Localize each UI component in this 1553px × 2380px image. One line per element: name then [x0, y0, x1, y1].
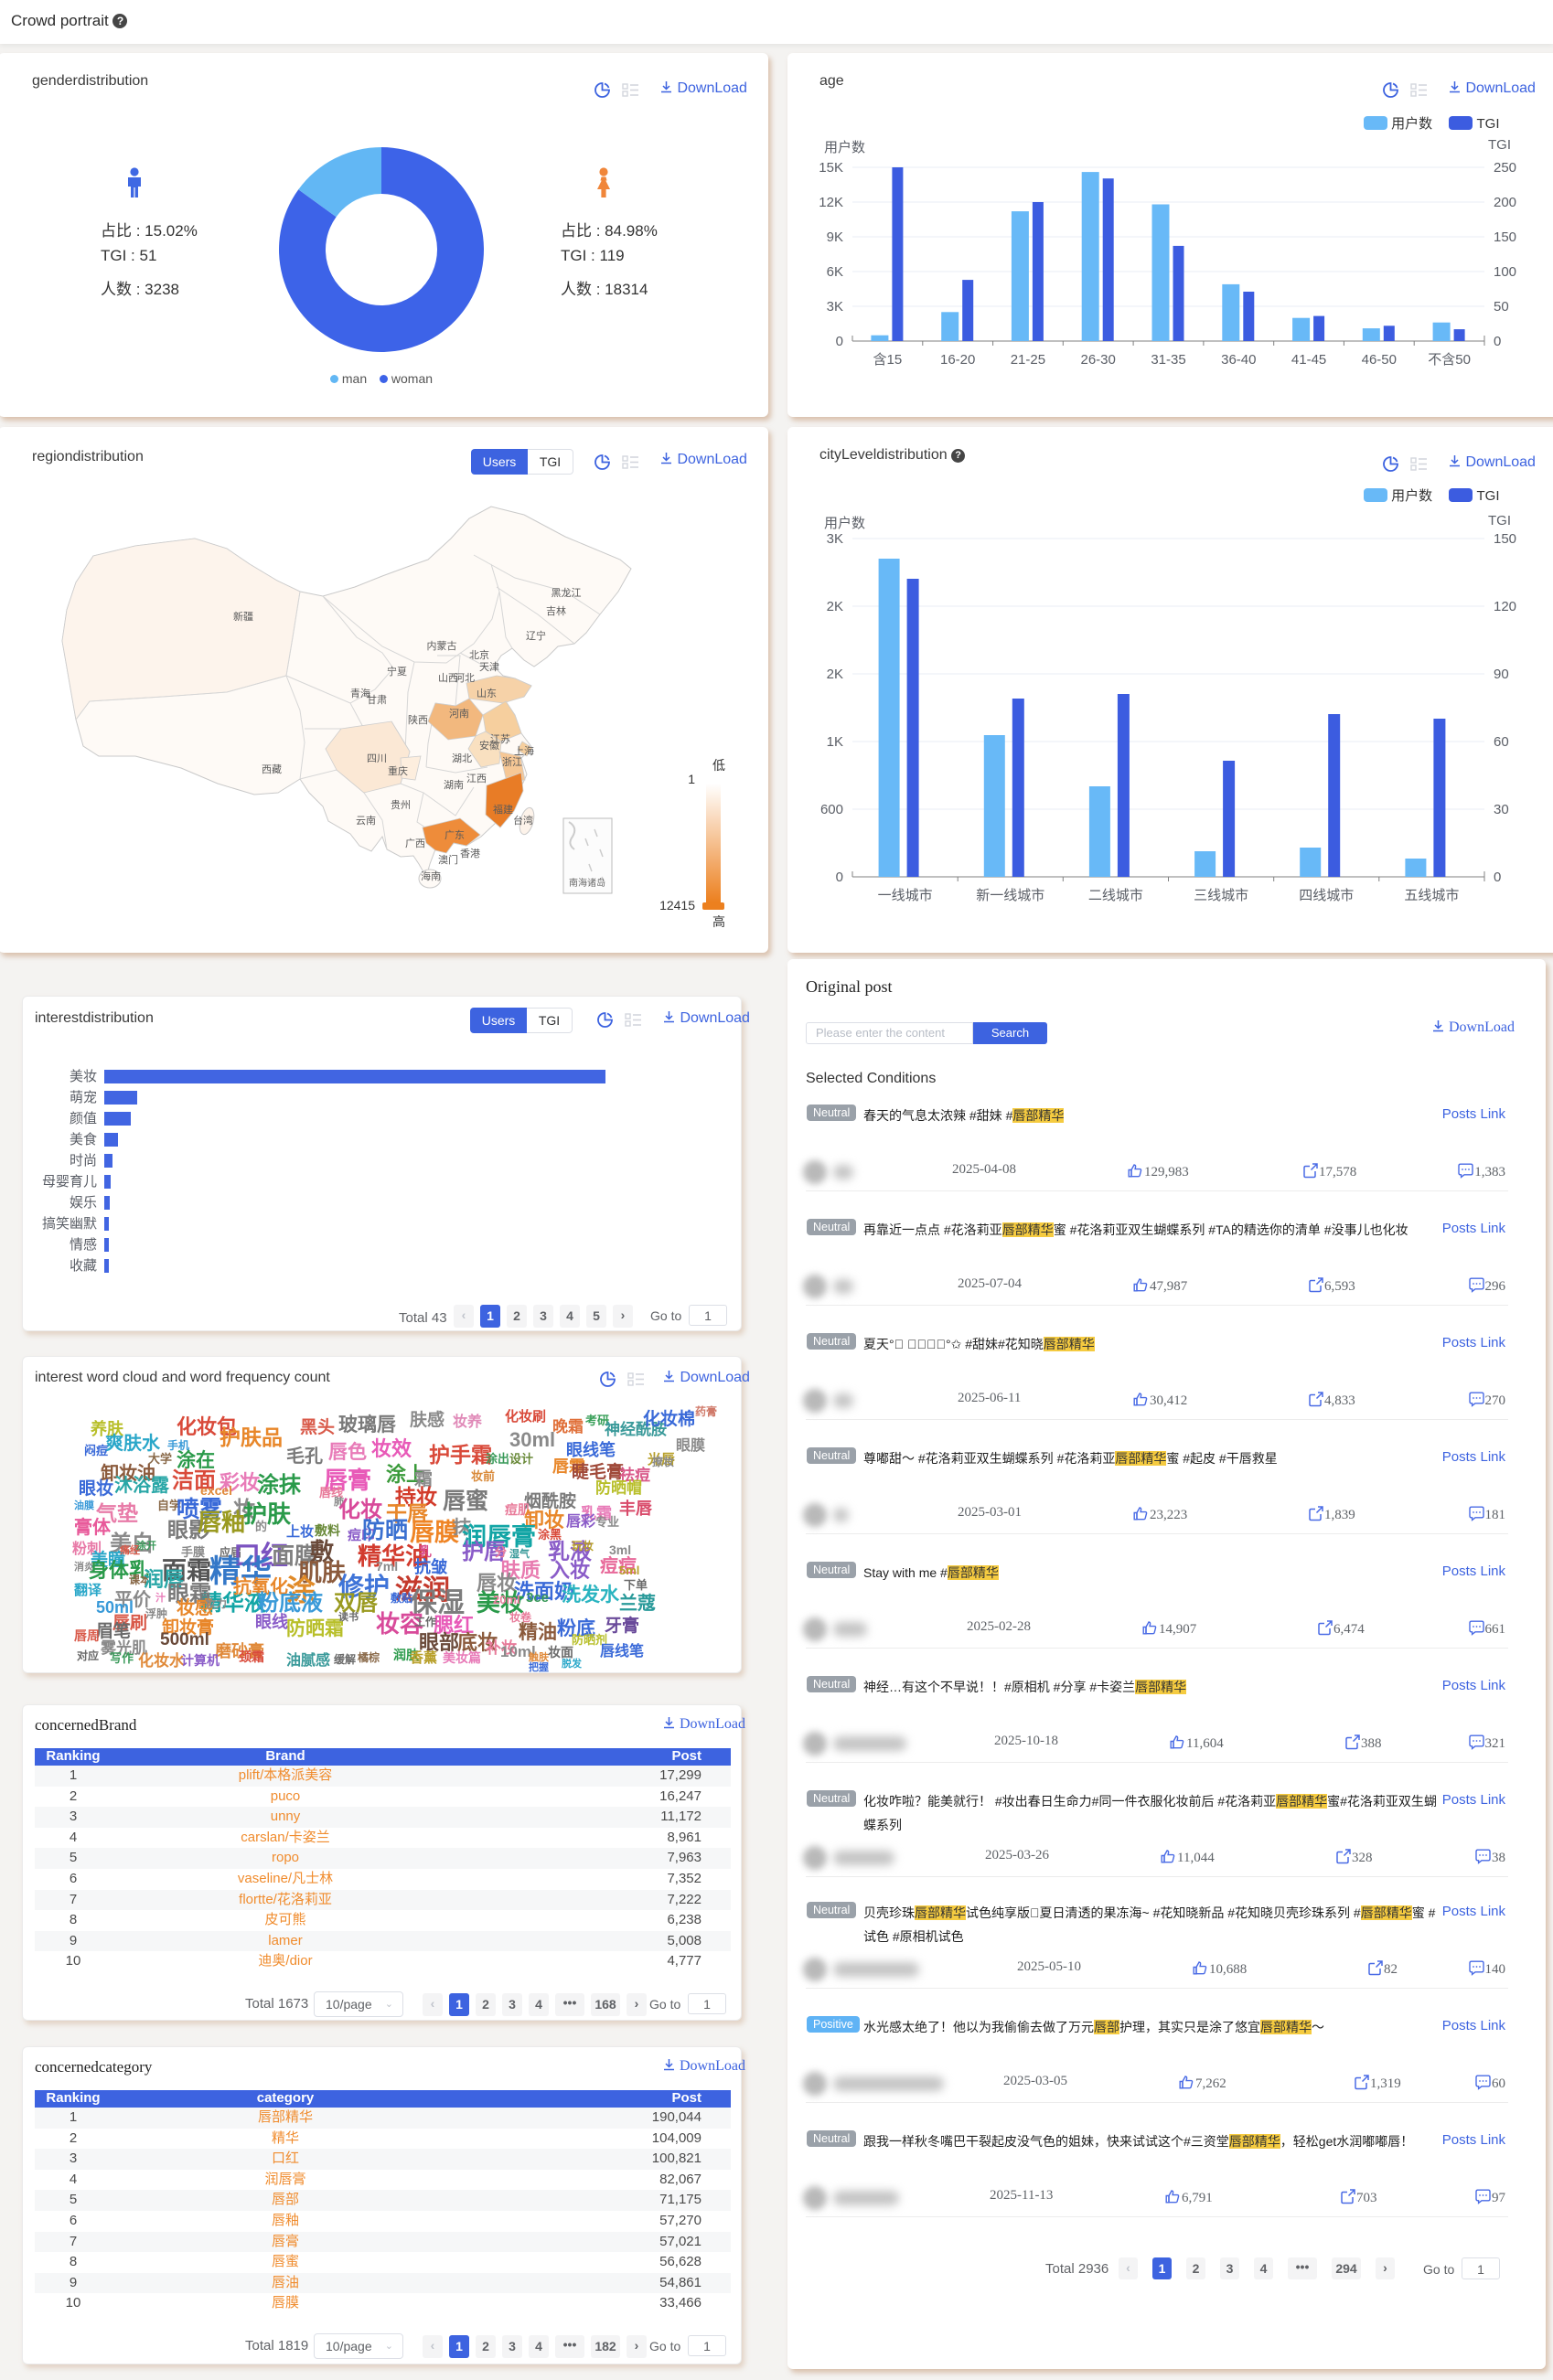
svg-text:湖南: 湖南: [444, 779, 464, 791]
svg-text:36-40: 36-40: [1221, 352, 1256, 368]
svg-text:情感: 情感: [70, 1237, 97, 1253]
svg-text:600: 600: [820, 802, 843, 817]
svg-text:颜值: 颜值: [70, 1111, 97, 1126]
svg-text:内蒙古: 内蒙古: [427, 639, 457, 652]
svg-text:云南: 云南: [356, 815, 376, 827]
svg-text:100: 100: [1494, 264, 1516, 280]
svg-text:南海诸岛: 南海诸岛: [569, 877, 605, 889]
svg-text:河南: 河南: [449, 708, 469, 720]
svg-text:0: 0: [1494, 334, 1501, 349]
svg-text:3K: 3K: [827, 299, 843, 315]
svg-text:四川: 四川: [367, 753, 387, 764]
svg-text:母婴育儿: 母婴育儿: [42, 1174, 97, 1190]
svg-text:陕西: 陕西: [408, 713, 428, 726]
svg-text:1: 1: [688, 772, 695, 786]
svg-text:海南: 海南: [421, 870, 441, 882]
svg-text:上海: 上海: [514, 744, 534, 757]
svg-text:江西: 江西: [466, 773, 487, 784]
svg-text:安徽: 安徽: [479, 739, 499, 752]
svg-text:90: 90: [1494, 667, 1509, 682]
svg-text:搞笑幽默: 搞笑幽默: [42, 1216, 97, 1232]
svg-text:黑龙江: 黑龙江: [552, 587, 582, 599]
svg-text:二线城市: 二线城市: [1088, 888, 1143, 903]
svg-text:0: 0: [836, 870, 843, 885]
svg-text:新疆: 新疆: [233, 610, 253, 623]
svg-text:21-25: 21-25: [1011, 352, 1045, 368]
svg-text:贵州: 贵州: [391, 799, 411, 811]
svg-text:甘肃: 甘肃: [367, 694, 387, 706]
svg-text:16-20: 16-20: [940, 352, 975, 368]
svg-text:0: 0: [836, 334, 843, 349]
svg-text:澳门: 澳门: [438, 853, 458, 866]
svg-text:辽宁: 辽宁: [526, 629, 546, 642]
svg-text:60: 60: [1494, 734, 1509, 750]
svg-text:山西: 山西: [438, 672, 458, 684]
svg-text:1K: 1K: [827, 734, 843, 750]
svg-text:12415: 12415: [659, 898, 695, 913]
svg-text:150: 150: [1494, 229, 1516, 245]
svg-text:收藏: 收藏: [70, 1258, 97, 1274]
svg-text:50: 50: [1494, 299, 1509, 315]
svg-text:不含50: 不含50: [1428, 352, 1471, 368]
svg-text:萌宠: 萌宠: [70, 1090, 97, 1105]
svg-text:时尚: 时尚: [70, 1153, 97, 1169]
svg-text:200: 200: [1494, 195, 1516, 210]
svg-text:一线城市: 一线城市: [878, 888, 933, 903]
svg-text:福建: 福建: [493, 803, 513, 816]
svg-text:美食: 美食: [70, 1132, 97, 1147]
svg-text:美妆: 美妆: [70, 1069, 97, 1084]
svg-text:26-30: 26-30: [1081, 352, 1116, 368]
svg-text:三线城市: 三线城市: [1194, 888, 1248, 903]
svg-text:四线城市: 四线城市: [1299, 888, 1354, 903]
svg-text:3K: 3K: [827, 531, 843, 547]
svg-text:0: 0: [1494, 870, 1501, 885]
svg-text:9K: 9K: [827, 229, 843, 245]
svg-text:宁夏: 宁夏: [387, 665, 407, 678]
svg-text:山东: 山东: [477, 688, 497, 699]
svg-text:2K: 2K: [827, 667, 843, 682]
svg-text:31-35: 31-35: [1151, 352, 1185, 368]
svg-text:娱乐: 娱乐: [70, 1195, 97, 1211]
svg-text:台湾: 台湾: [513, 814, 533, 827]
svg-text:250: 250: [1494, 160, 1516, 176]
svg-text:河北: 河北: [455, 672, 475, 684]
svg-text:浙江: 浙江: [502, 756, 522, 768]
svg-text:江苏: 江苏: [490, 733, 510, 745]
svg-text:五线城市: 五线城市: [1404, 888, 1459, 903]
svg-text:青海: 青海: [350, 687, 370, 699]
svg-text:西藏: 西藏: [262, 763, 282, 775]
svg-text:新一线城市: 新一线城市: [976, 888, 1044, 903]
svg-text:2K: 2K: [827, 599, 843, 614]
svg-text:12K: 12K: [819, 195, 843, 210]
svg-text:天津: 天津: [479, 661, 499, 673]
svg-text:吉林: 吉林: [546, 604, 566, 617]
svg-text:湖北: 湖北: [452, 752, 472, 764]
svg-text:41-45: 41-45: [1291, 352, 1326, 368]
svg-text:北京: 北京: [469, 648, 489, 661]
svg-text:重庆: 重庆: [388, 764, 408, 777]
svg-text:含15: 含15: [873, 352, 903, 368]
svg-text:高: 高: [712, 914, 725, 929]
svg-text:广西: 广西: [405, 838, 425, 849]
svg-text:150: 150: [1494, 531, 1516, 547]
svg-text:6K: 6K: [827, 264, 843, 280]
svg-text:46-50: 46-50: [1362, 352, 1397, 368]
svg-text:香港: 香港: [460, 848, 480, 859]
svg-text:120: 120: [1494, 599, 1516, 614]
svg-text:广东: 广东: [444, 829, 465, 841]
svg-text:15K: 15K: [819, 160, 843, 176]
svg-text:30: 30: [1494, 802, 1509, 817]
svg-text:低: 低: [712, 758, 725, 773]
